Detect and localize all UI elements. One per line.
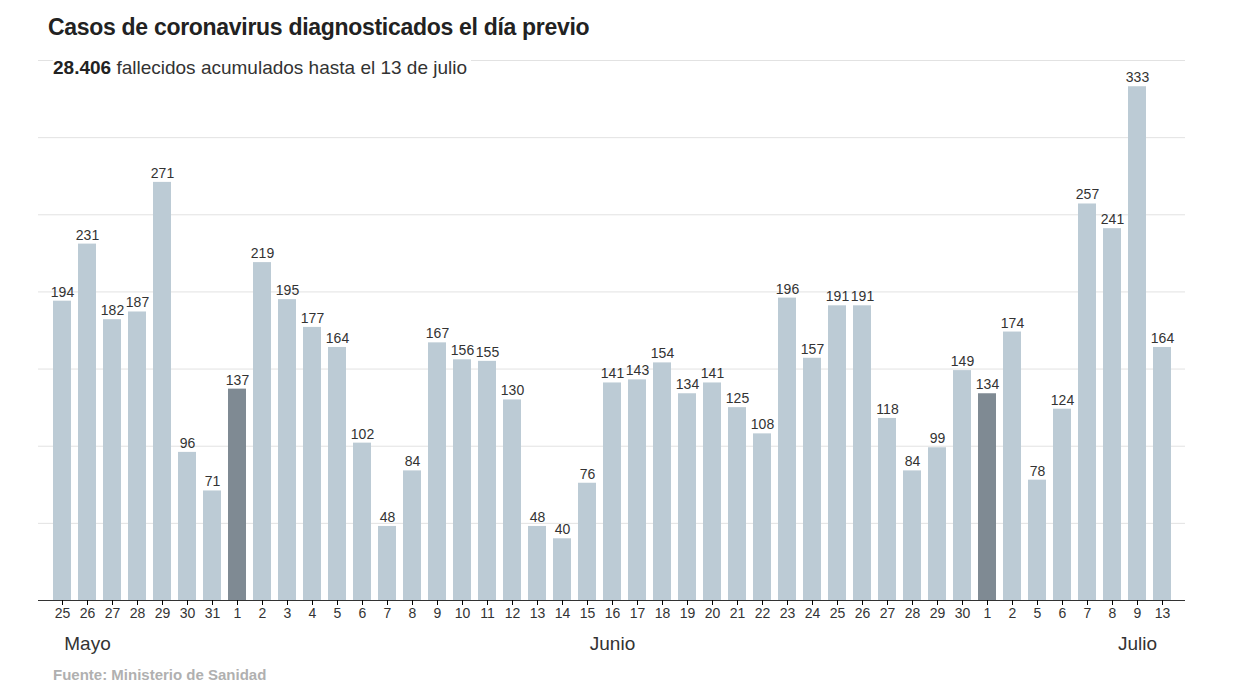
svg-text:21: 21 [730, 605, 746, 621]
svg-text:30: 30 [955, 605, 971, 621]
svg-text:2: 2 [259, 605, 267, 621]
svg-text:Julio: Julio [1118, 633, 1157, 654]
svg-text:219: 219 [251, 245, 275, 261]
svg-text:191: 191 [851, 288, 875, 304]
svg-text:177: 177 [301, 310, 325, 326]
svg-text:24: 24 [805, 605, 821, 621]
svg-text:196: 196 [776, 281, 800, 297]
svg-text:31: 31 [205, 605, 221, 621]
svg-text:84: 84 [405, 453, 421, 469]
svg-text:14: 14 [555, 605, 571, 621]
svg-text:11: 11 [480, 605, 495, 621]
svg-text:157: 157 [801, 341, 825, 357]
svg-text:6: 6 [1059, 605, 1067, 621]
svg-text:154: 154 [651, 345, 675, 361]
svg-text:164: 164 [326, 330, 350, 346]
svg-text:9: 9 [434, 605, 442, 621]
svg-text:23: 23 [780, 605, 796, 621]
svg-text:241: 241 [1101, 211, 1125, 227]
svg-text:141: 141 [701, 365, 725, 381]
svg-text:191: 191 [826, 288, 850, 304]
svg-text:7: 7 [1084, 605, 1092, 621]
svg-text:134: 134 [676, 376, 700, 392]
svg-text:Junio: Junio [590, 633, 635, 654]
svg-text:137: 137 [226, 372, 250, 388]
svg-text:164: 164 [1151, 330, 1175, 346]
svg-text:28: 28 [130, 605, 146, 621]
svg-text:8: 8 [409, 605, 417, 621]
svg-text:271: 271 [151, 165, 175, 181]
svg-text:13: 13 [1155, 605, 1171, 621]
html-text:28.406 fallecidos acumulados h: 28.406 fallecidos acumulados hasta el 13… [53, 57, 468, 78]
svg-text:71: 71 [205, 473, 221, 489]
svg-text:141: 141 [601, 365, 625, 381]
svg-text:96: 96 [180, 435, 196, 451]
svg-text:9: 9 [1134, 605, 1142, 621]
svg-text:30: 30 [180, 605, 196, 621]
svg-text:2: 2 [1009, 605, 1017, 621]
svg-text:5: 5 [1034, 605, 1042, 621]
svg-text:155: 155 [476, 344, 500, 360]
svg-text:84: 84 [905, 453, 921, 469]
svg-text:1: 1 [984, 605, 992, 621]
svg-text:124: 124 [1051, 392, 1075, 408]
svg-text:1: 1 [234, 605, 242, 621]
svg-text:7: 7 [384, 605, 392, 621]
svg-text:333: 333 [1126, 69, 1150, 85]
svg-text:149: 149 [951, 353, 975, 369]
svg-text:231: 231 [76, 227, 100, 243]
svg-text:102: 102 [351, 426, 375, 442]
svg-text:194: 194 [51, 284, 75, 300]
svg-text:195: 195 [276, 282, 300, 298]
svg-text:174: 174 [1001, 315, 1025, 331]
svg-text:27: 27 [880, 605, 896, 621]
svg-text:187: 187 [126, 294, 150, 310]
svg-text:134: 134 [976, 376, 1000, 392]
svg-text:20: 20 [705, 605, 721, 621]
svg-text:78: 78 [1030, 463, 1046, 479]
svg-text:28: 28 [905, 605, 921, 621]
svg-text:125: 125 [726, 390, 750, 406]
svg-text:12: 12 [505, 605, 521, 621]
svg-text:48: 48 [380, 509, 396, 525]
svg-text:26: 26 [80, 605, 96, 621]
svg-text:130: 130 [501, 382, 525, 398]
svg-text:99: 99 [930, 430, 946, 446]
svg-text:108: 108 [751, 416, 775, 432]
svg-text:167: 167 [426, 325, 450, 341]
svg-text:182: 182 [101, 302, 125, 318]
svg-text:16: 16 [605, 605, 621, 621]
svg-text:25: 25 [55, 605, 71, 621]
svg-text:10: 10 [455, 605, 471, 621]
html-text:Fuente: Ministerio de Sanidad: Fuente: Ministerio de Sanidad [53, 666, 267, 683]
svg-text:13: 13 [530, 605, 546, 621]
svg-text:3: 3 [284, 605, 292, 621]
svg-text:19: 19 [680, 605, 696, 621]
svg-text:22: 22 [755, 605, 771, 621]
svg-text:4: 4 [309, 605, 317, 621]
svg-text:8: 8 [1109, 605, 1117, 621]
svg-text:27: 27 [105, 605, 121, 621]
svg-text:118: 118 [876, 401, 899, 417]
svg-text:15: 15 [580, 605, 596, 621]
html-text:Casos de coronavirus diagnosti: Casos de coronavirus diagnosticados el d… [48, 14, 590, 40]
svg-text:6: 6 [359, 605, 367, 621]
svg-text:257: 257 [1076, 186, 1100, 202]
svg-text:156: 156 [451, 342, 475, 358]
svg-text:29: 29 [930, 605, 946, 621]
svg-text:Mayo: Mayo [64, 633, 110, 654]
svg-text:5: 5 [334, 605, 342, 621]
svg-text:29: 29 [155, 605, 171, 621]
svg-text:76: 76 [580, 466, 596, 482]
svg-text:40: 40 [555, 521, 571, 537]
svg-text:25: 25 [830, 605, 846, 621]
svg-text:48: 48 [530, 509, 546, 525]
svg-text:26: 26 [855, 605, 871, 621]
svg-text:143: 143 [626, 362, 650, 378]
svg-text:17: 17 [630, 605, 646, 621]
svg-text:18: 18 [655, 605, 671, 621]
